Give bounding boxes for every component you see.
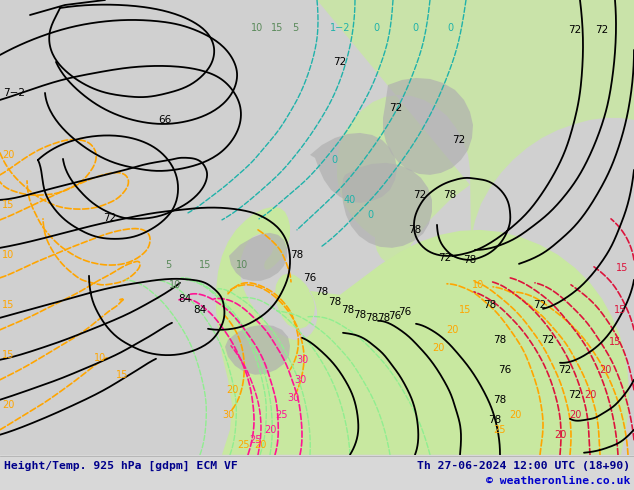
Text: 72: 72 [595, 25, 609, 35]
Text: 25: 25 [238, 440, 250, 450]
Text: 15: 15 [616, 263, 628, 273]
Text: 40: 40 [344, 195, 356, 205]
Text: 78: 78 [328, 297, 342, 307]
Text: 76: 76 [498, 365, 512, 375]
Text: 84: 84 [193, 305, 207, 315]
Text: 15: 15 [459, 305, 471, 315]
Text: 78: 78 [315, 287, 328, 297]
Text: 78: 78 [353, 310, 366, 320]
Text: 20: 20 [264, 425, 276, 435]
Text: 0: 0 [373, 23, 379, 33]
Text: 25: 25 [249, 435, 261, 445]
Text: 72: 72 [438, 253, 451, 263]
Text: 20: 20 [554, 430, 566, 440]
Text: 78: 78 [365, 313, 378, 323]
Text: 20: 20 [254, 440, 266, 450]
Polygon shape [216, 207, 629, 455]
Text: 5: 5 [165, 260, 171, 270]
Text: 20: 20 [2, 150, 14, 160]
Text: 10: 10 [2, 250, 14, 260]
Text: 20: 20 [569, 410, 581, 420]
Text: 0: 0 [447, 23, 453, 33]
Text: 15: 15 [116, 370, 128, 380]
Text: 15: 15 [2, 200, 14, 210]
Text: 20: 20 [432, 343, 444, 353]
Text: 25: 25 [276, 410, 288, 420]
Text: 10: 10 [169, 280, 181, 290]
Text: 15: 15 [199, 260, 211, 270]
Text: 72: 72 [541, 335, 555, 345]
Text: 30: 30 [296, 355, 308, 365]
Text: 72: 72 [559, 365, 572, 375]
Text: 72: 72 [103, 213, 117, 223]
Text: 78: 78 [408, 225, 422, 235]
Text: 15: 15 [2, 350, 14, 360]
Text: Height/Temp. 925 hPa [gdpm] ECM VF: Height/Temp. 925 hPa [gdpm] ECM VF [4, 461, 238, 471]
Text: 7−2: 7−2 [3, 88, 25, 98]
Text: 78: 78 [493, 335, 507, 345]
Polygon shape [229, 233, 287, 281]
Text: 20: 20 [446, 325, 458, 335]
Polygon shape [317, 0, 634, 266]
Text: 72: 72 [533, 300, 547, 310]
Text: 25: 25 [494, 425, 507, 435]
Polygon shape [342, 163, 432, 248]
Text: 5: 5 [292, 23, 298, 33]
Text: 15: 15 [271, 23, 283, 33]
Text: 72: 72 [568, 390, 581, 400]
Text: 0: 0 [412, 23, 418, 33]
Text: 78: 78 [493, 395, 507, 405]
Text: 78: 78 [463, 255, 477, 265]
Text: 20: 20 [598, 365, 611, 375]
Text: 30: 30 [222, 410, 234, 420]
Polygon shape [310, 133, 397, 203]
Text: 72: 72 [568, 25, 581, 35]
Text: Th 27-06-2024 12:00 UTC (18+90): Th 27-06-2024 12:00 UTC (18+90) [417, 461, 630, 471]
Text: 78: 78 [488, 415, 501, 425]
Text: 0: 0 [367, 210, 373, 220]
Text: 30: 30 [294, 375, 306, 385]
Text: 10: 10 [251, 23, 263, 33]
Text: 72: 72 [413, 190, 427, 200]
Text: 10: 10 [236, 260, 248, 270]
Text: 78: 78 [341, 305, 354, 315]
Text: 76: 76 [389, 311, 401, 321]
Text: 78: 78 [290, 250, 304, 260]
Text: 72: 72 [453, 135, 465, 145]
Text: 78: 78 [483, 300, 496, 310]
Text: 15: 15 [614, 305, 626, 315]
Text: 10: 10 [472, 280, 484, 290]
Text: © weatheronline.co.uk: © weatheronline.co.uk [486, 476, 630, 486]
Text: 20: 20 [2, 400, 14, 410]
Text: 72: 72 [389, 103, 403, 113]
Text: 78: 78 [443, 190, 456, 200]
Text: 84: 84 [178, 294, 191, 304]
Text: 66: 66 [158, 115, 172, 125]
Text: 1−2: 1−2 [330, 23, 350, 33]
Text: 20: 20 [509, 410, 521, 420]
Text: 76: 76 [398, 307, 411, 317]
Text: 15: 15 [2, 300, 14, 310]
Text: 10: 10 [94, 353, 106, 363]
Polygon shape [383, 78, 473, 175]
Text: 76: 76 [304, 273, 316, 283]
Text: 72: 72 [333, 57, 347, 67]
Polygon shape [225, 325, 290, 375]
Text: 15: 15 [609, 337, 621, 347]
Text: 78: 78 [377, 313, 391, 323]
Text: 20: 20 [584, 390, 596, 400]
Text: 30: 30 [287, 393, 299, 403]
Text: 20: 20 [226, 385, 238, 395]
Text: 0: 0 [331, 155, 337, 165]
